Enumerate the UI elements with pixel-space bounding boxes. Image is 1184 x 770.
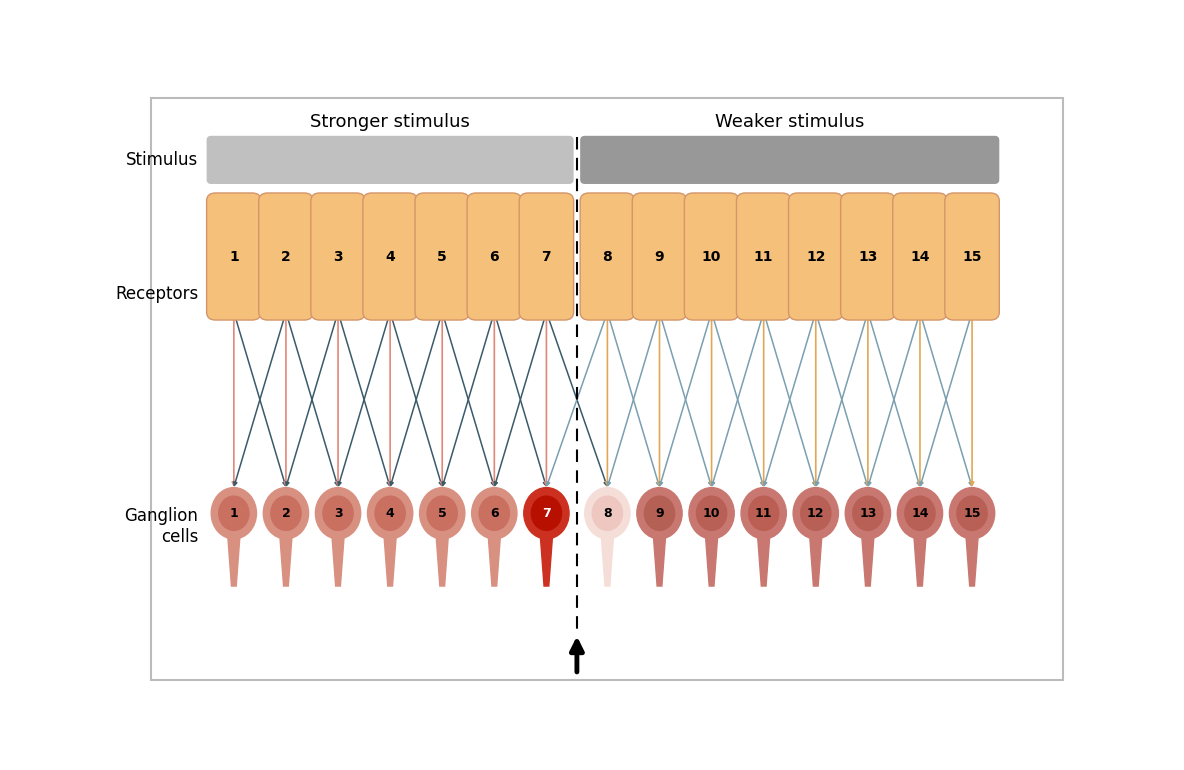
FancyBboxPatch shape (311, 193, 366, 320)
Text: 6: 6 (489, 249, 500, 263)
Polygon shape (489, 538, 501, 586)
Text: 1: 1 (229, 249, 239, 263)
FancyBboxPatch shape (363, 193, 418, 320)
FancyBboxPatch shape (789, 193, 843, 320)
Text: 7: 7 (541, 249, 552, 263)
Polygon shape (758, 538, 770, 586)
Polygon shape (541, 538, 552, 586)
Text: Receptors: Receptors (115, 285, 199, 303)
Ellipse shape (905, 496, 935, 531)
FancyBboxPatch shape (259, 193, 313, 320)
Ellipse shape (419, 487, 465, 539)
Polygon shape (601, 538, 613, 586)
Polygon shape (862, 538, 874, 586)
Text: 12: 12 (806, 249, 825, 263)
FancyBboxPatch shape (841, 193, 895, 320)
Ellipse shape (592, 496, 623, 531)
Polygon shape (914, 538, 926, 586)
Text: 5: 5 (437, 249, 448, 263)
Text: 9: 9 (655, 507, 664, 520)
Text: 15: 15 (964, 507, 980, 520)
FancyBboxPatch shape (580, 193, 635, 320)
Text: Stimulus: Stimulus (126, 151, 199, 169)
Ellipse shape (211, 487, 257, 539)
Ellipse shape (323, 496, 353, 531)
Ellipse shape (471, 487, 517, 539)
Ellipse shape (637, 487, 682, 539)
Ellipse shape (741, 487, 786, 539)
Polygon shape (654, 538, 665, 586)
Ellipse shape (585, 487, 630, 539)
FancyBboxPatch shape (632, 193, 687, 320)
Ellipse shape (644, 496, 675, 531)
Text: Stronger stimulus: Stronger stimulus (310, 112, 470, 130)
Text: 8: 8 (603, 249, 612, 263)
Ellipse shape (845, 487, 890, 539)
Ellipse shape (367, 487, 413, 539)
Ellipse shape (523, 487, 570, 539)
Polygon shape (437, 538, 448, 586)
Text: 3: 3 (334, 507, 342, 520)
Polygon shape (332, 538, 345, 586)
Text: 2: 2 (282, 507, 290, 520)
Ellipse shape (696, 496, 727, 531)
Text: 13: 13 (858, 249, 877, 263)
Text: 14: 14 (912, 507, 928, 520)
Ellipse shape (950, 487, 995, 539)
Text: 4: 4 (385, 249, 395, 263)
Ellipse shape (800, 496, 831, 531)
Text: 15: 15 (963, 249, 982, 263)
Ellipse shape (263, 487, 309, 539)
Text: 10: 10 (702, 249, 721, 263)
Text: 11: 11 (755, 507, 772, 520)
Ellipse shape (897, 487, 942, 539)
FancyBboxPatch shape (416, 193, 469, 320)
FancyBboxPatch shape (945, 193, 999, 320)
Polygon shape (229, 538, 240, 586)
Text: 3: 3 (333, 249, 343, 263)
FancyBboxPatch shape (520, 193, 574, 320)
Text: 6: 6 (490, 507, 498, 520)
Text: 13: 13 (860, 507, 876, 520)
Text: Ganglion
cells: Ganglion cells (124, 507, 199, 546)
Ellipse shape (219, 496, 249, 531)
Text: 9: 9 (655, 249, 664, 263)
Text: 11: 11 (754, 249, 773, 263)
Polygon shape (281, 538, 291, 586)
Ellipse shape (748, 496, 779, 531)
FancyBboxPatch shape (580, 136, 999, 184)
Ellipse shape (532, 496, 561, 531)
FancyBboxPatch shape (684, 193, 739, 320)
Ellipse shape (480, 496, 509, 531)
Text: 4: 4 (386, 507, 394, 520)
FancyBboxPatch shape (736, 193, 791, 320)
Ellipse shape (852, 496, 883, 531)
Ellipse shape (689, 487, 734, 539)
Ellipse shape (375, 496, 405, 531)
Ellipse shape (271, 496, 301, 531)
FancyBboxPatch shape (893, 193, 947, 320)
Polygon shape (966, 538, 978, 586)
Text: 8: 8 (603, 507, 612, 520)
Text: 12: 12 (807, 507, 824, 520)
Polygon shape (385, 538, 395, 586)
Ellipse shape (957, 496, 987, 531)
FancyBboxPatch shape (152, 98, 1063, 680)
FancyBboxPatch shape (207, 193, 260, 320)
Ellipse shape (427, 496, 457, 531)
Polygon shape (706, 538, 718, 586)
FancyBboxPatch shape (207, 136, 574, 184)
FancyBboxPatch shape (468, 193, 522, 320)
Ellipse shape (793, 487, 838, 539)
Text: 2: 2 (281, 249, 291, 263)
Polygon shape (810, 538, 822, 586)
Text: 5: 5 (438, 507, 446, 520)
Text: 1: 1 (230, 507, 238, 520)
Text: Weaker stimulus: Weaker stimulus (715, 112, 864, 130)
Ellipse shape (315, 487, 361, 539)
Text: 7: 7 (542, 507, 551, 520)
Text: 14: 14 (910, 249, 929, 263)
Text: 10: 10 (703, 507, 720, 520)
